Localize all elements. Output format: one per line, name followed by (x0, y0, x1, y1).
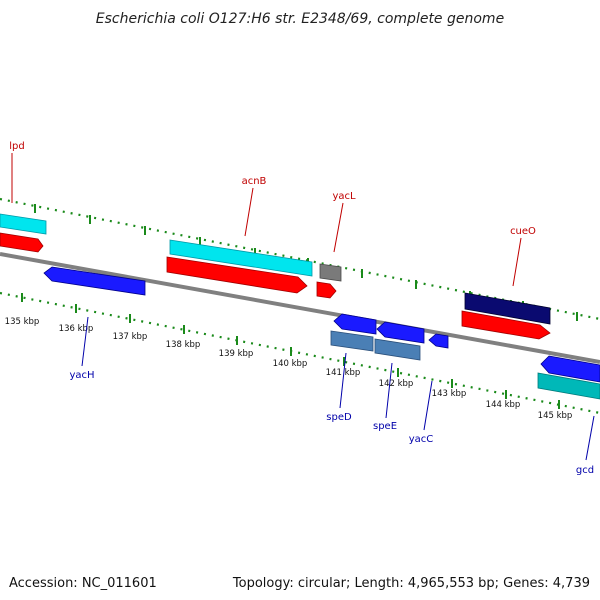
bottom-strand-features (43, 266, 600, 400)
gene-lpd-cds[interactable] (0, 213, 47, 235)
accession-text: Accession: NC_011601 (9, 576, 157, 591)
scale-label: 137 kbp (113, 332, 148, 342)
gene-yacL-cds[interactable] (319, 263, 342, 282)
gene-speD-gene[interactable] (330, 330, 374, 352)
gene-label-speE[interactable]: speE (373, 421, 397, 432)
gene-label-cueO[interactable]: cueO (510, 226, 536, 237)
scale-label: 142 kbp (379, 379, 414, 389)
gene-label-acnB[interactable]: acnB (242, 176, 267, 187)
gene-gcd-gene[interactable] (537, 372, 600, 400)
leader-line-speD (339, 352, 347, 409)
inner-dotted-line (0, 291, 600, 415)
gene-speD-cds[interactable] (333, 313, 377, 335)
gene-yacC-cds[interactable] (428, 333, 449, 349)
inner-scale-ticks (0, 291, 600, 415)
leader-line-speE (385, 362, 393, 419)
scale-label: 138 kbp (166, 340, 201, 350)
scale-label: 143 kbp (432, 389, 467, 399)
gene-label-gcd[interactable]: gcd (576, 465, 594, 476)
scale-label: 141 kbp (326, 368, 361, 378)
scale-label: 140 kbp (273, 359, 308, 369)
scale-labels: 135 kbp 136 kbp 137 kbp 138 kbp 139 kbp … (5, 317, 573, 421)
gene-label-speD[interactable]: speD (326, 412, 352, 423)
gene-label-yacC[interactable]: yacC (409, 434, 434, 445)
outer-dotted-line (0, 197, 600, 321)
gene-labels: lpd acnB yacL cueO yacH speD speE yacC g… (9, 141, 594, 476)
leader-line-gcd (585, 415, 595, 461)
scale-label: 136 kbp (59, 324, 94, 334)
gene-speE-gene[interactable] (374, 338, 421, 361)
leader-line-yacH (81, 316, 89, 367)
label-leader-lines (11, 153, 595, 461)
scale-label: 145 kbp (538, 411, 573, 421)
gene-cueO-gene[interactable] (461, 310, 551, 340)
scale-label: 144 kbp (486, 400, 521, 410)
gene-cueO-cds[interactable] (464, 292, 551, 325)
gene-yacL-gene[interactable] (316, 281, 337, 299)
gene-acnB-cds[interactable] (169, 239, 313, 277)
top-strand-features (0, 213, 551, 340)
gene-label-yacH[interactable]: yacH (69, 370, 94, 381)
leader-line-acnB (244, 187, 254, 237)
leader-line-cueO (512, 237, 522, 287)
leader-line-yacL (333, 202, 344, 253)
leader-line-yacC (423, 380, 433, 431)
gene-acnB-gene[interactable] (166, 256, 308, 294)
map-title: Escherichia coli O127:H6 str. E2348/69, … (96, 11, 504, 27)
gene-label-yacL[interactable]: yacL (332, 191, 356, 202)
genome-backbone (0, 252, 600, 364)
gene-gcd-cds[interactable] (540, 355, 600, 383)
scale-label: 135 kbp (5, 317, 40, 327)
gene-speE-cds[interactable] (376, 321, 425, 344)
gene-yacH-cds[interactable] (43, 266, 146, 296)
scale-label: 139 kbp (219, 349, 254, 359)
gene-label-lpd[interactable]: lpd (9, 141, 24, 152)
genome-summary-text: Topology: circular; Length: 4,965,553 bp… (232, 576, 590, 591)
gene-lpd-gene[interactable] (0, 232, 44, 253)
